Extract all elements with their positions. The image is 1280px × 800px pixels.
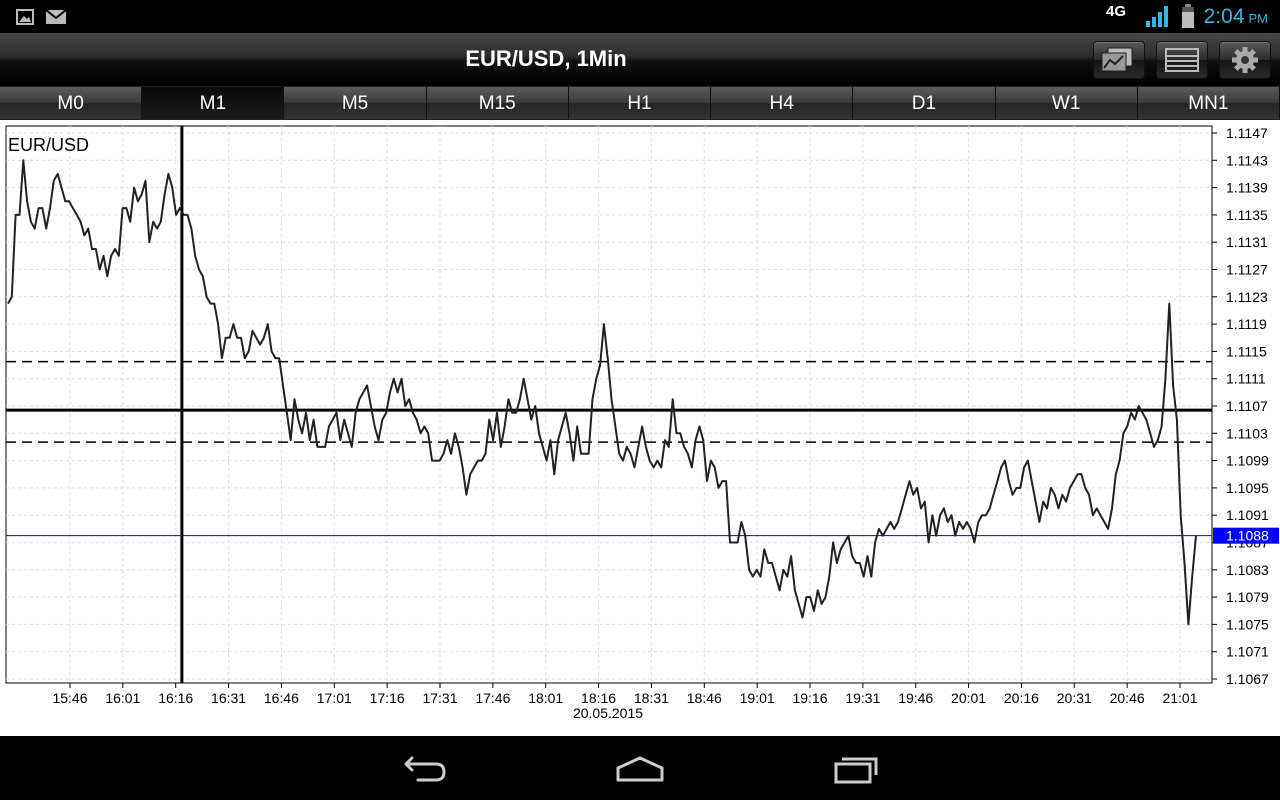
x-tick-label: 16:31 — [211, 690, 246, 706]
order-list-button[interactable] — [1156, 41, 1208, 79]
tab-d1[interactable]: D1 — [853, 87, 996, 119]
x-tick-label: 19:01 — [740, 690, 775, 706]
x-tick-label: 18:16 — [581, 690, 616, 706]
tab-h4[interactable]: H4 — [711, 87, 854, 119]
y-tick-label: 1.1139 — [1226, 180, 1268, 196]
tab-mn1[interactable]: MN1 — [1137, 87, 1280, 119]
gallery-notification-icon — [16, 9, 34, 25]
y-tick-label: 1.1067 — [1226, 671, 1269, 687]
plot-frame — [5, 125, 1213, 684]
x-tick-label: 18:46 — [687, 690, 722, 706]
home-icon — [616, 756, 664, 782]
x-tick-label: 17:31 — [422, 690, 457, 706]
x-tick-label: 20:31 — [1057, 690, 1092, 706]
settings-button[interactable] — [1219, 41, 1271, 79]
home-button[interactable] — [612, 750, 668, 790]
y-tick-label: 1.1143 — [1226, 152, 1268, 168]
x-tick-label: 18:01 — [528, 690, 563, 706]
x-tick-label: 17:01 — [317, 690, 352, 706]
chart-series — [7, 159, 1197, 626]
price-chart[interactable]: 1.1147 1.1143 1.1139 1.1135 1.1131 1.1127 1.11… — [0, 120, 1280, 736]
status-bar: 4G 2:04 PM — [0, 0, 1280, 33]
tab-h1[interactable]: H1 — [568, 87, 712, 119]
back-button[interactable] — [398, 750, 450, 790]
timeframe-tabs: M0 M1 M5 M15 H1 H4 D1 W1 MN1 — [0, 86, 1280, 120]
tab-m1[interactable]: M1 — [142, 87, 285, 119]
mail-notification-icon — [46, 10, 66, 24]
x-tick-label: 17:16 — [370, 690, 405, 706]
chart-grid — [5, 125, 1213, 684]
x-tick-label: 19:16 — [792, 690, 827, 706]
x-tick-label: 20:16 — [1004, 690, 1039, 706]
y-tick-label: 1.1111 — [1226, 371, 1266, 387]
recent-apps-icon — [834, 757, 878, 784]
y-tick-label: 1.1075 — [1226, 616, 1269, 632]
settings-gear-icon — [1232, 47, 1258, 73]
chart-type-icon — [1101, 47, 1133, 72]
clock-time: 2:04 — [1203, 5, 1245, 28]
network-4g-icon: 4G — [1106, 3, 1127, 20]
y-tick-label: 1.1103 — [1226, 425, 1268, 441]
current-price-label-bg — [1213, 527, 1279, 544]
recent-apps-button[interactable] — [832, 750, 884, 790]
chart-levels — [6, 126, 1212, 683]
tab-m15[interactable]: M15 — [426, 87, 569, 119]
order-list-icon — [1165, 48, 1199, 72]
battery-icon — [1182, 4, 1194, 28]
current-price-label: 1.1088 — [1226, 528, 1269, 544]
x-tick-label: 17:46 — [475, 690, 510, 706]
chart-axes: 1.1147 1.1143 1.1139 1.1135 1.1131 1.1127 1.11… — [52, 125, 1279, 706]
clock: 2:04 PM — [1204, 5, 1268, 29]
x-tick-label: 20:46 — [1110, 690, 1145, 706]
y-tick-label: 1.1095 — [1226, 480, 1269, 496]
x-tick-label: 21:01 — [1162, 690, 1197, 706]
y-tick-label: 1.1083 — [1226, 562, 1269, 578]
chart-date-label: 20.05.2015 — [573, 705, 643, 721]
y-tick-label: 1.1147 — [1226, 125, 1268, 141]
y-tick-label: 1.1091 — [1226, 507, 1269, 523]
page-title: EUR/USD, 1Min — [465, 46, 627, 71]
clock-ampm: PM — [1248, 11, 1269, 26]
x-tick-label: 16:16 — [158, 690, 193, 706]
title-bar: EUR/USD, 1Min — [0, 33, 1280, 85]
y-tick-label: 1.1115 — [1226, 343, 1267, 359]
tab-m5[interactable]: M5 — [284, 87, 427, 119]
x-tick-label: 16:01 — [105, 690, 140, 706]
y-tick-label: 1.1135 — [1226, 207, 1268, 223]
tab-w1[interactable]: W1 — [995, 87, 1138, 119]
x-tick-label: 19:46 — [898, 690, 933, 706]
y-tick-label: 1.1127 — [1226, 262, 1268, 278]
y-tick-label: 1.1071 — [1226, 644, 1269, 660]
x-tick-label: 18:31 — [634, 690, 669, 706]
x-tick-label: 15:46 — [52, 690, 87, 706]
y-tick-label: 1.1099 — [1226, 453, 1269, 469]
chart-symbol-label: EUR/USD — [8, 135, 89, 155]
y-tick-label: 1.1079 — [1226, 589, 1269, 605]
chart-type-button[interactable] — [1093, 41, 1145, 79]
x-tick-label: 16:46 — [264, 690, 299, 706]
x-tick-label: 20:01 — [951, 690, 986, 706]
y-tick-label: 1.1123 — [1226, 289, 1268, 305]
system-nav-bar — [0, 736, 1280, 800]
y-tick-label: 1.1131 — [1226, 234, 1268, 250]
y-tick-label: 1.1107 — [1226, 398, 1268, 414]
x-tick-label: 19:31 — [845, 690, 880, 706]
y-tick-label: 1.1119 — [1226, 316, 1267, 332]
price-chart-svg[interactable]: 1.1147 1.1143 1.1139 1.1135 1.1131 1.1127 1.11… — [0, 120, 1280, 736]
tab-m0[interactable]: M0 — [0, 87, 143, 119]
signal-icon — [1146, 6, 1168, 27]
back-icon — [404, 756, 446, 782]
price-series-line — [7, 159, 1197, 626]
